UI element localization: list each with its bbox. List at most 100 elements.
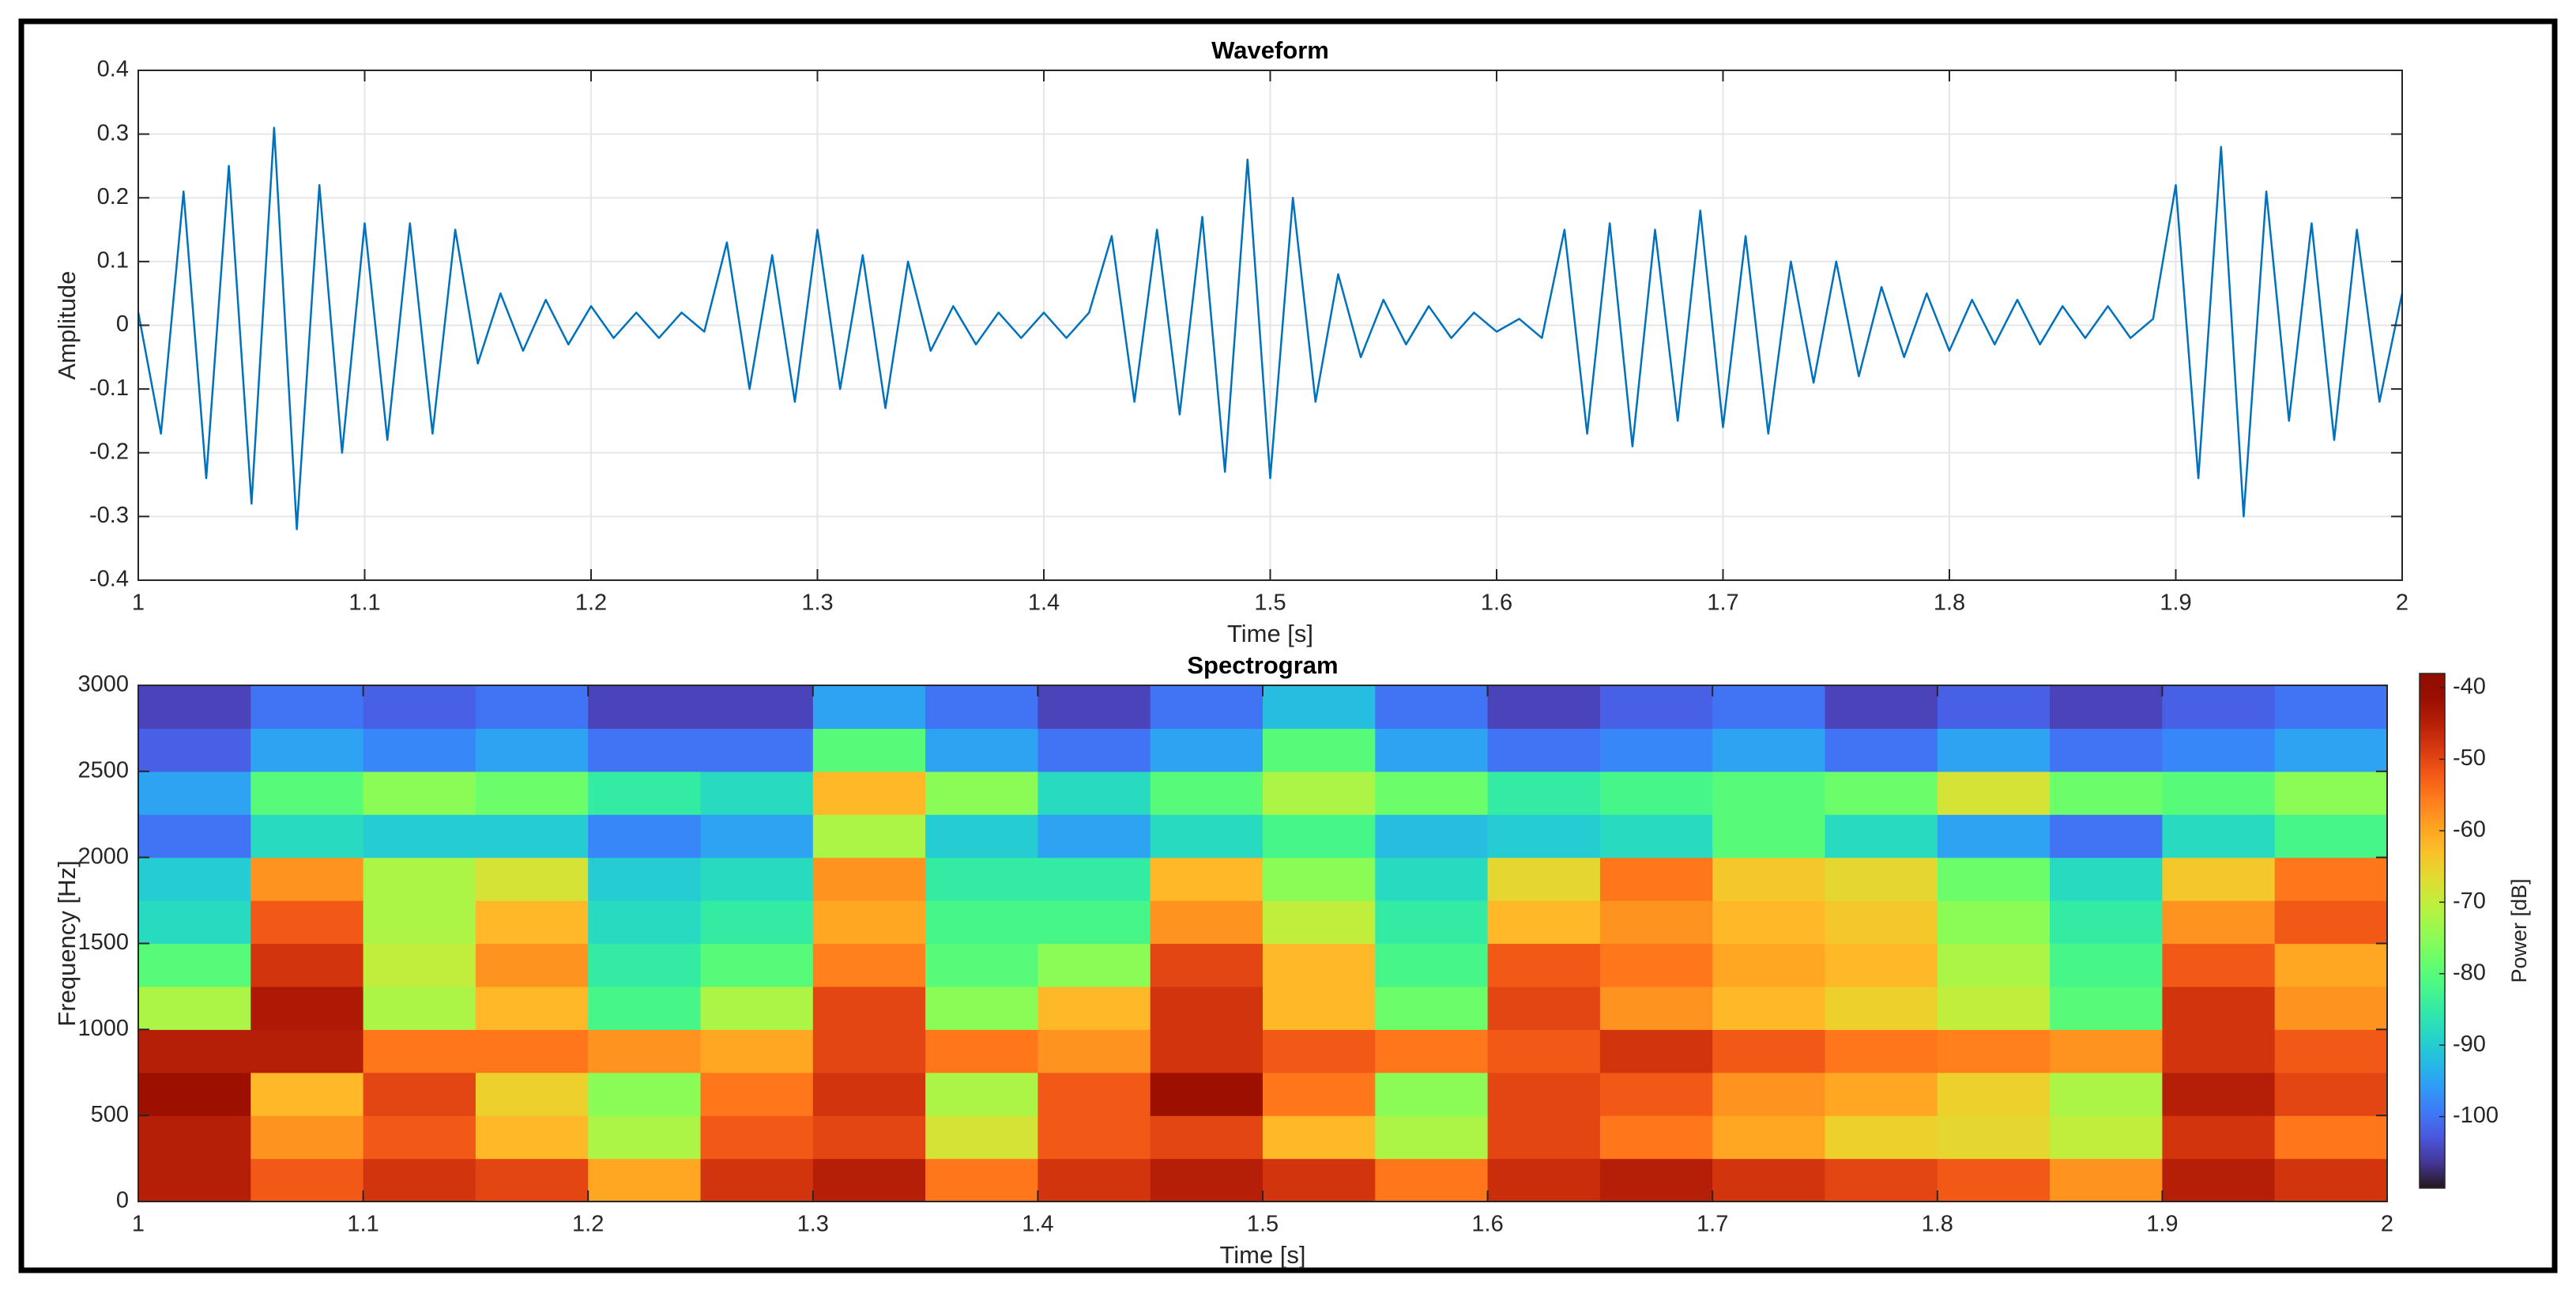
spectrogram-cell — [700, 1158, 814, 1202]
spectrogram-cell — [250, 900, 364, 945]
spectrogram-cell — [1487, 900, 1601, 945]
spectrogram-cell — [475, 771, 589, 815]
spectrogram-cell — [2050, 1115, 2163, 1160]
spectrogram-cell — [1487, 771, 1601, 815]
spectrogram-cell — [2274, 857, 2388, 901]
spectrogram-cell — [700, 1072, 814, 1116]
spectrogram-cell — [1712, 1115, 1826, 1160]
y-tick-label: 0.4 — [97, 57, 129, 82]
spectrogram-cell — [1937, 685, 2051, 730]
spectrogram-cell — [250, 943, 364, 987]
spectrogram-cell — [1599, 857, 1713, 901]
spectrogram-cell — [250, 771, 364, 815]
x-tick-label: 1.3 — [801, 590, 833, 616]
spectrogram-cell — [700, 900, 814, 945]
spectrogram-cell — [1150, 1029, 1264, 1073]
spectrogram-cell — [588, 900, 702, 945]
spectrogram-cell — [1150, 1158, 1264, 1202]
spectrogram-cell — [2162, 685, 2276, 730]
spectrogram-cell — [925, 814, 1038, 858]
spectrogram-cell — [1487, 857, 1601, 901]
spectrogram-cell — [1150, 900, 1264, 945]
spectrogram-cell — [1038, 1115, 1151, 1160]
spectrogram-cell — [1599, 771, 1713, 815]
spectrogram-cell — [1487, 943, 1601, 987]
spectrogram-cell — [1712, 900, 1826, 945]
y-tick-label: 0.3 — [97, 120, 129, 145]
spectrogram-cell — [2050, 857, 2163, 901]
spectrogram-cell — [2050, 685, 2163, 730]
spectrogram-cell — [1150, 986, 1264, 1030]
spectrogram-cell — [2162, 1115, 2276, 1160]
spectrogram-cell — [2162, 728, 2276, 772]
spectrogram-cell — [1825, 986, 1938, 1030]
spectrogram-cell — [925, 1115, 1038, 1160]
spectrogram-cell — [1487, 1072, 1601, 1116]
spectrogram-cell — [2274, 685, 2388, 730]
y-tick-label: 0.2 — [97, 184, 129, 209]
x-tick-label: 1.6 — [1471, 1212, 1503, 1237]
spectrogram-cell — [2050, 728, 2163, 772]
spectrogram-cell — [250, 1029, 364, 1073]
spectrogram-cell — [250, 1158, 364, 1202]
x-tick-label: 1.6 — [1481, 590, 1512, 616]
spectrogram-cell — [1937, 857, 2051, 901]
spectrogram-cell — [1712, 685, 1826, 730]
spectrogram-cell — [250, 685, 364, 730]
x-tick-label: 1.2 — [575, 590, 607, 616]
spectrogram-cell — [1599, 728, 1713, 772]
spectrogram-cell — [1263, 943, 1376, 987]
spectrogram-cell — [588, 1158, 702, 1202]
spectrogram-cell — [475, 1072, 589, 1116]
spectrogram-cell — [2162, 900, 2276, 945]
spectrogram-cell — [588, 857, 702, 901]
spectrogram-cell — [812, 685, 926, 730]
spectrogram-cell — [250, 1072, 364, 1116]
x-tick-label: 1.2 — [572, 1212, 604, 1237]
spectrogram-cell — [1375, 986, 1489, 1030]
spectrogram-cell — [475, 1158, 589, 1202]
spectrogram-cell — [1375, 857, 1489, 901]
spectrogram-cell — [1375, 900, 1489, 945]
colorbar-tick-label: -80 — [2453, 960, 2486, 985]
spectrogram-cell — [2162, 1072, 2276, 1116]
spectrogram-cell — [1599, 685, 1713, 730]
y-tick-label: 1500 — [77, 930, 129, 955]
spectrogram-cell — [700, 685, 814, 730]
spectrogram-cell — [1263, 771, 1376, 815]
spectrogram-cell — [2050, 986, 2163, 1030]
spectrogram-cell — [2050, 1158, 2163, 1202]
colorbar-tick-label: -50 — [2453, 745, 2486, 771]
spectrogram-cell — [1375, 1158, 1489, 1202]
spectrogram-cell — [475, 1115, 589, 1160]
y-tick-label: 0.1 — [97, 248, 129, 274]
x-tick-label: 1.3 — [797, 1212, 829, 1237]
spectrogram-cell — [700, 1115, 814, 1160]
x-tick-label: 1.9 — [2146, 1212, 2178, 1237]
spectrogram-cell — [475, 1029, 589, 1073]
x-tick-label: 1.1 — [348, 590, 380, 616]
spectrogram-cell — [1487, 1158, 1601, 1202]
spectrogram-cell — [2274, 1029, 2388, 1073]
spectrogram-cell — [1375, 771, 1489, 815]
spectrogram-cell — [138, 1158, 251, 1202]
x-tick-label: 1.7 — [1697, 1212, 1728, 1237]
spectrogram-cell — [138, 900, 251, 945]
spectrogram-cell — [1599, 900, 1713, 945]
spectrogram-cell — [1487, 1029, 1601, 1073]
x-tick-label: 2 — [2381, 1212, 2393, 1237]
x-tick-label: 2 — [2396, 590, 2408, 616]
spectrogram-cell — [363, 728, 476, 772]
spectrogram-cell — [363, 1158, 476, 1202]
spectrogram-cell — [588, 685, 702, 730]
y-tick-label: 1000 — [77, 1016, 129, 1041]
spectrogram-cell — [138, 1115, 251, 1160]
spectrogram-cell — [1937, 1029, 2051, 1073]
spectrogram-cell — [812, 857, 926, 901]
spectrogram-cell — [1825, 685, 1938, 730]
spectrogram-cell — [925, 1072, 1038, 1116]
spectrogram-cell — [1937, 900, 2051, 945]
spectrogram-cell — [588, 943, 702, 987]
spectrogram-cell — [1712, 771, 1826, 815]
spectrogram-cell — [1599, 1072, 1713, 1116]
